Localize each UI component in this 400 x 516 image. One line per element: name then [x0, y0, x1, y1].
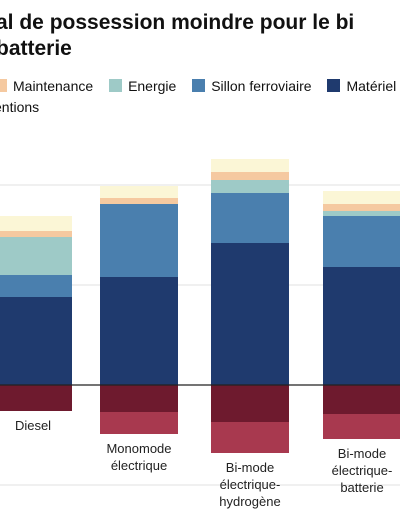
legend-swatch-energie: [109, 79, 123, 92]
bar-segment: [323, 267, 400, 385]
legend-item-maintenance: Maintenance: [0, 76, 93, 96]
bar-segment: [0, 237, 72, 275]
category-label: batterie: [340, 480, 383, 495]
legend: Maintenance Energie Sillon ferroviaire M…: [0, 76, 400, 118]
bar-segment-negative: [211, 422, 289, 453]
bar-segment-negative: [100, 412, 178, 434]
legend-item-materiel: Matériel rou: [327, 76, 400, 96]
bar-segment: [211, 159, 289, 172]
category-label: hydrogène: [219, 494, 280, 509]
legend-label-energie: Energie: [128, 78, 177, 94]
bar-segment: [211, 180, 289, 193]
bar-segment: [211, 243, 289, 385]
chart-title-line-2: batterie: [0, 37, 72, 60]
bar-segment: [100, 204, 178, 277]
bar-segment: [0, 297, 72, 385]
chart-title: al de possession moindre pour le bi batt…: [0, 10, 400, 62]
legend-item-sillon: Sillon ferroviaire: [192, 76, 312, 96]
legend-label-materiel: Matériel rou: [346, 78, 400, 94]
legend-label-subventions: entions: [0, 99, 40, 115]
bar-segment-negative: [211, 385, 289, 422]
bar-segment: [0, 275, 72, 297]
legend-swatch-maintenance: [0, 79, 7, 92]
category-label: Monomode: [106, 441, 171, 456]
category-label: Bi-mode: [338, 446, 386, 461]
category-label: électrique: [111, 458, 167, 473]
bar-segment: [100, 198, 178, 204]
bar-segment: [211, 193, 289, 243]
bar-segment: [0, 231, 72, 237]
category-label: Diesel: [15, 418, 51, 433]
bar-segment: [211, 172, 289, 180]
legend-item-subventions: entions: [0, 97, 39, 117]
bar-segment-negative: [323, 385, 400, 414]
legend-swatch-sillon: [192, 79, 206, 92]
legend-item-energie: Energie: [109, 76, 176, 96]
legend-swatch-materiel: [327, 79, 341, 92]
bar-segment: [100, 186, 178, 198]
chart-title-line-1: al de possession moindre pour le bi: [0, 11, 355, 34]
bar-segment-negative: [0, 385, 72, 411]
bar-segment-negative: [100, 385, 178, 412]
category-label: électrique-: [332, 463, 393, 478]
bar-segment: [323, 211, 400, 216]
bar-segment-negative: [323, 414, 400, 439]
legend-label-sillon: Sillon ferroviaire: [211, 78, 312, 94]
bar-segment: [323, 216, 400, 267]
category-label: électrique-: [220, 477, 281, 492]
bar-segment: [100, 277, 178, 385]
bar-segment: [0, 216, 72, 231]
bar-segment: [323, 204, 400, 211]
bar-segment: [323, 191, 400, 204]
category-label: Bi-mode: [226, 460, 274, 475]
legend-label-maintenance: Maintenance: [13, 78, 94, 94]
